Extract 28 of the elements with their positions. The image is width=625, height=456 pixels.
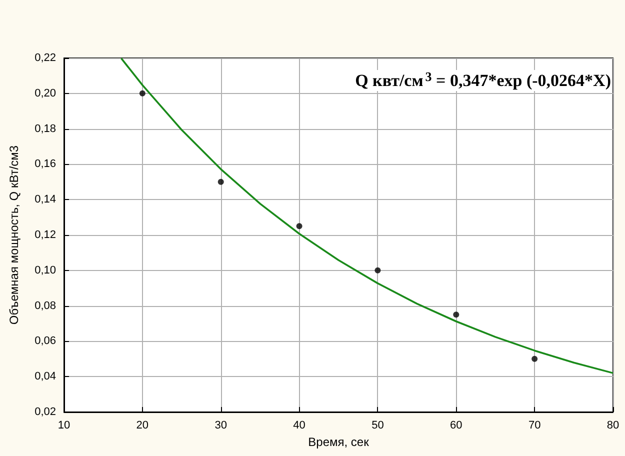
y-tick-label: 0,02	[34, 406, 56, 418]
x-tick-label: 20	[136, 420, 149, 432]
x-tick-label: 70	[528, 420, 541, 432]
y-tick-label: 0,22	[34, 52, 56, 64]
y-axis-title: Объемная мощность, Q кВт/см3	[7, 145, 21, 325]
line-series	[120, 57, 614, 374]
y-tick-label: 0,06	[34, 335, 56, 348]
point	[139, 90, 146, 96]
point	[453, 312, 460, 318]
x-tick-label: 80	[606, 420, 620, 432]
y-tick-label: 0,08	[34, 300, 56, 312]
y-tick-label: 0,12	[34, 229, 56, 241]
x-axis-title: Время, сек	[308, 435, 370, 449]
x-tick-label: 10	[58, 420, 70, 432]
point	[218, 178, 224, 185]
y-tick-label: 0,18	[34, 122, 56, 135]
y-tick-label: 0,20	[34, 87, 56, 100]
point	[296, 223, 302, 230]
x-tick-label: 30	[214, 420, 227, 432]
y-tick-label: 0,14	[34, 194, 56, 206]
x-tick-label: 50	[372, 420, 384, 432]
point	[374, 267, 381, 274]
x-tick-label: 40	[293, 420, 306, 432]
y-tick-label: 0,04	[34, 370, 56, 383]
y-tick-label: 0,10	[34, 264, 56, 276]
y-tick-label: 0,16	[34, 158, 56, 170]
x-tick-label: 60	[450, 420, 462, 432]
point	[532, 356, 538, 362]
